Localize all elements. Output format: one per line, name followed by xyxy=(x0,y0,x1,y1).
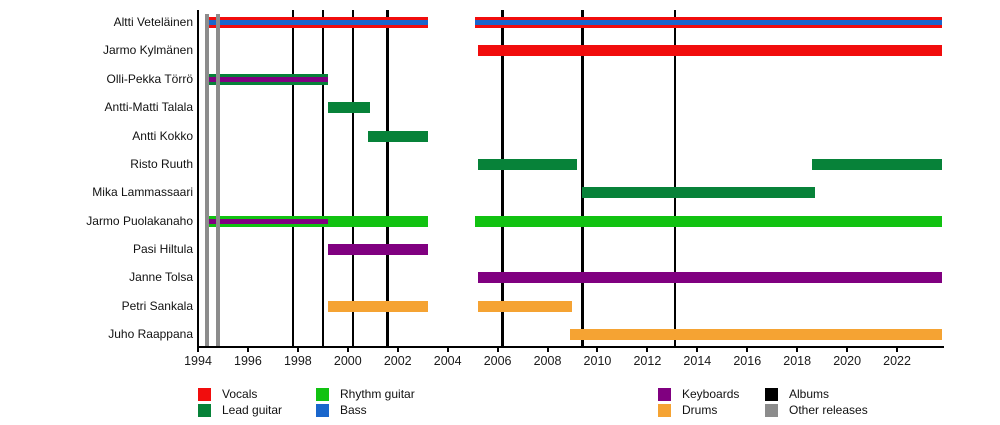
tick-label: 2004 xyxy=(433,354,462,368)
tick-label: 2014 xyxy=(683,354,712,368)
member-bar xyxy=(582,187,815,199)
member-name-label: Pasi Hiltula xyxy=(132,242,193,257)
member-bar xyxy=(367,130,428,142)
axis-tick xyxy=(846,348,849,352)
tick-label: 2020 xyxy=(833,354,862,368)
legend-swatch-other_releases xyxy=(765,404,778,417)
axis-tick xyxy=(246,348,249,352)
album-release-line xyxy=(321,10,325,346)
axis-tick xyxy=(696,348,699,352)
tick-label: 2006 xyxy=(483,354,512,368)
legend-label-rhythm_guitar: Rhythm guitar xyxy=(340,387,415,401)
axis-tick xyxy=(346,348,349,352)
axis-tick xyxy=(896,348,899,352)
tick-label: 1994 xyxy=(184,354,212,368)
album-release-line xyxy=(291,10,295,346)
member-bar-stripe xyxy=(207,20,428,25)
member-name-label: Risto Ruuth xyxy=(130,156,193,171)
legend-label-other_releases: Other releases xyxy=(789,403,868,417)
other-release-line xyxy=(204,14,209,346)
member-bar xyxy=(475,215,942,227)
member-bar xyxy=(477,45,942,57)
member-name-label: Petri Sankala xyxy=(121,298,193,313)
member-name-label: Jarmo Puolakanaho xyxy=(86,213,193,228)
legend-label-keyboards: Keyboards xyxy=(682,387,740,401)
legend-swatch-lead_guitar xyxy=(198,404,211,417)
member-name-label: Antti-Matti Talala xyxy=(104,100,193,115)
legend-label-vocals: Vocals xyxy=(222,387,258,401)
legend-label-drums: Drums xyxy=(682,403,718,417)
axis-tick xyxy=(546,348,549,352)
album-release-line xyxy=(501,10,504,346)
axis-tick xyxy=(296,348,299,352)
tick-label: 2016 xyxy=(733,354,762,368)
tick-label: 2008 xyxy=(533,354,562,368)
member-bar xyxy=(812,158,942,170)
tick-label: 2000 xyxy=(333,354,362,368)
legend-label-lead_guitar: Lead guitar xyxy=(222,403,283,417)
member-name-label: Altti Veteläinen xyxy=(113,15,193,29)
legend-swatch-vocals xyxy=(198,388,211,401)
axis-tick xyxy=(446,348,449,352)
tick-label: 1998 xyxy=(283,354,312,368)
member-name-label: Jarmo Kylmänen xyxy=(102,43,193,58)
other-release-line xyxy=(215,14,220,346)
member-bar xyxy=(327,300,428,312)
legend-swatch-rhythm_guitar xyxy=(316,388,329,401)
member-bar-stripe xyxy=(207,218,328,224)
tick-label: 1996 xyxy=(234,354,262,368)
album-release-line xyxy=(351,10,355,346)
axis-tick xyxy=(646,348,649,352)
tick-label: 2022 xyxy=(883,354,911,368)
member-name-label: Olli-Pekka Törrö xyxy=(106,71,193,86)
member-name-label: Mika Lammassaari xyxy=(92,185,193,200)
member-name-label: Antti Kokko xyxy=(132,128,193,143)
tick-label: 2010 xyxy=(583,354,612,368)
member-name-label: Janne Tolsa xyxy=(129,270,193,285)
axis-tick xyxy=(746,348,749,352)
axis-tick xyxy=(496,348,499,352)
member-name-label: Juho Raappana xyxy=(108,327,193,342)
x-axis xyxy=(196,346,944,348)
legend-swatch-drums xyxy=(658,404,671,417)
album-release-line xyxy=(386,10,389,346)
member-bar xyxy=(327,244,428,256)
legend-swatch-albums xyxy=(765,388,778,401)
tick-label: 2018 xyxy=(783,354,812,368)
album-release-line xyxy=(673,10,677,346)
member-bar xyxy=(477,272,942,284)
legend-label-albums: Albums xyxy=(789,387,830,401)
axis-tick xyxy=(197,348,199,352)
tick-label: 2012 xyxy=(633,354,662,368)
legend-label-bass: Bass xyxy=(340,403,367,417)
y-axis xyxy=(196,10,199,348)
member-bar xyxy=(570,329,942,341)
axis-tick xyxy=(396,348,399,352)
member-bar xyxy=(477,158,578,170)
axis-tick xyxy=(596,348,599,352)
member-bar-stripe xyxy=(475,20,942,25)
member-bar-stripe xyxy=(207,76,328,82)
tick-label: 2002 xyxy=(383,354,412,368)
legend-swatch-keyboards xyxy=(658,388,671,401)
member-bar xyxy=(477,300,573,312)
legend-swatch-bass xyxy=(316,404,329,417)
axis-tick xyxy=(796,348,799,352)
album-release-line xyxy=(581,10,584,346)
member-bar xyxy=(327,102,371,114)
